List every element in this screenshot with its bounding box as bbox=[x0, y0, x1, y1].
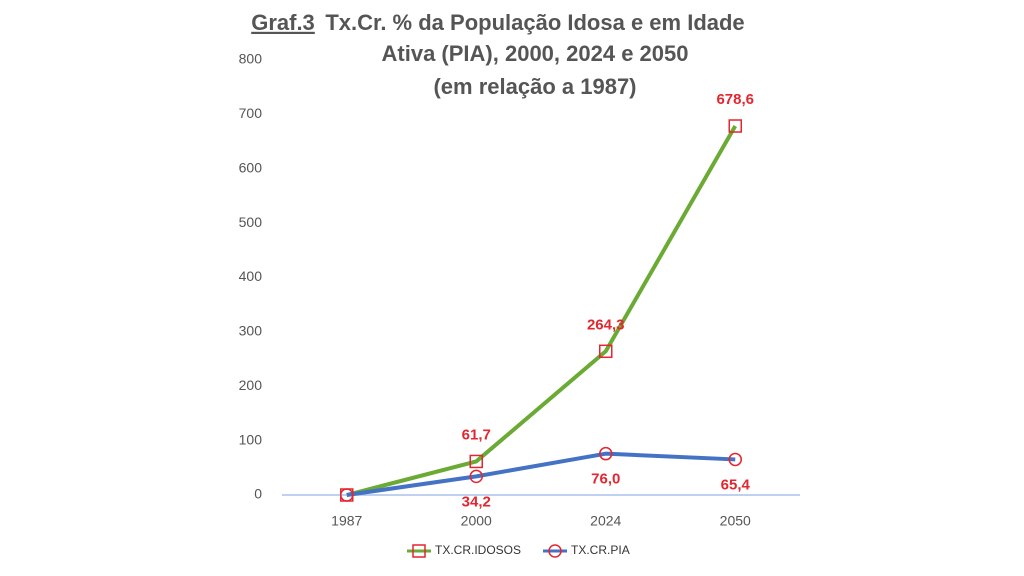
x-tick-label: 1987 bbox=[331, 513, 362, 529]
y-tick-label: 300 bbox=[239, 323, 263, 339]
y-tick-label: 600 bbox=[239, 159, 263, 175]
chart-title-prefix: Graf.3 bbox=[251, 10, 315, 35]
marker bbox=[548, 544, 562, 558]
series-line bbox=[346, 125, 737, 497]
data-label: 264,3 bbox=[587, 316, 625, 333]
y-tick-label: 800 bbox=[239, 51, 263, 67]
marker bbox=[599, 344, 613, 359]
y-tick-label: 700 bbox=[239, 105, 263, 121]
x-tick-label: 2024 bbox=[590, 513, 621, 529]
x-tick-label: 2050 bbox=[720, 513, 751, 529]
chart-title: Ativa (PIA), 2000, 2024 e 2050 bbox=[382, 41, 689, 66]
marker bbox=[728, 119, 742, 133]
legend-label: TX.CR.PIA bbox=[571, 543, 630, 557]
marker bbox=[412, 544, 426, 558]
marker bbox=[728, 452, 742, 467]
y-tick-label: 500 bbox=[239, 214, 263, 230]
y-tick-label: 200 bbox=[239, 377, 263, 393]
marker bbox=[599, 446, 613, 461]
data-label: 65,4 bbox=[721, 476, 751, 493]
chart-title: (em relação a 1987) bbox=[433, 74, 636, 99]
marker bbox=[469, 469, 483, 484]
y-tick-label: 400 bbox=[239, 268, 263, 284]
chart-title: Tx.Cr. % da População Idosa e em Idade bbox=[325, 10, 744, 35]
y-tick-label: 0 bbox=[254, 486, 262, 502]
data-label: 76,0 bbox=[591, 471, 620, 488]
legend-label: TX.CR.IDOSOS bbox=[435, 543, 521, 557]
marker bbox=[469, 454, 483, 469]
x-tick-label: 2000 bbox=[461, 513, 492, 529]
data-label: 34,2 bbox=[462, 493, 491, 510]
y-tick-label: 100 bbox=[239, 431, 263, 447]
series-line bbox=[346, 451, 736, 497]
marker bbox=[340, 488, 354, 502]
data-label: 61,7 bbox=[462, 426, 491, 443]
data-label: 678,6 bbox=[716, 91, 754, 108]
